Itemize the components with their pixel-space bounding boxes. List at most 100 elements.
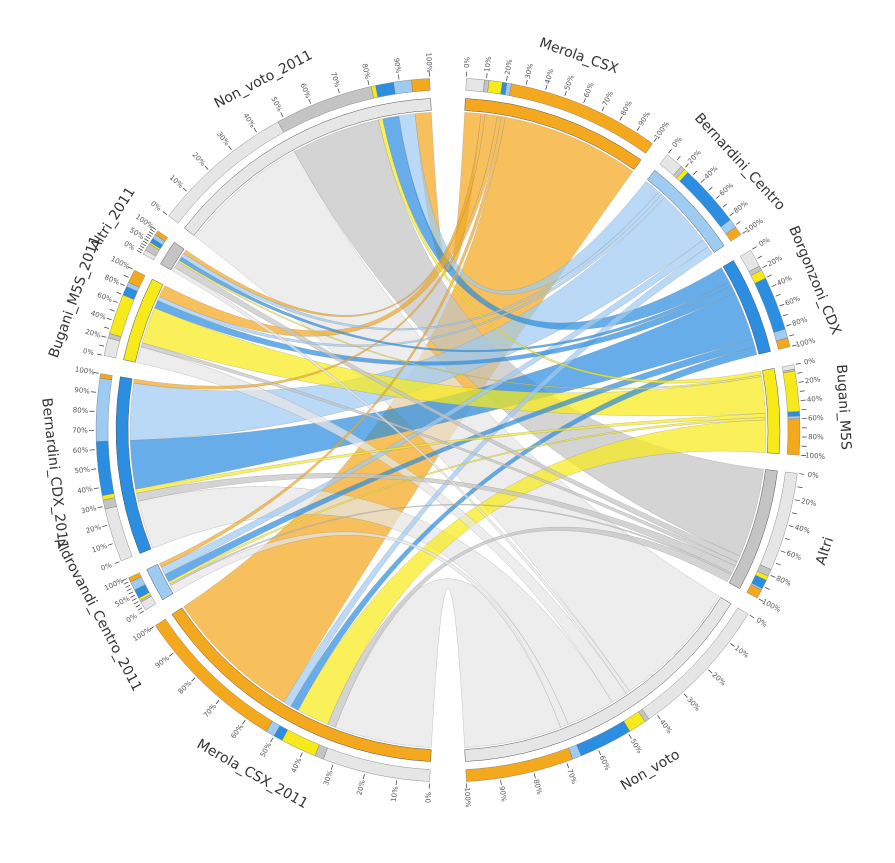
percent-tick	[136, 250, 142, 254]
percent-label: 100%	[653, 120, 671, 141]
percent-label: 70%	[565, 768, 578, 786]
percent-tick	[191, 677, 196, 682]
composition-segment	[375, 82, 396, 98]
chord	[135, 413, 766, 494]
composition-segment	[725, 226, 742, 242]
percent-label: 50%	[629, 738, 644, 756]
percent-tick	[182, 187, 187, 192]
percent-label: 0%	[803, 357, 816, 367]
percent-tick	[598, 750, 602, 756]
composition-segment	[95, 440, 115, 496]
percent-label: 40%	[794, 523, 811, 535]
percent-tick	[779, 303, 785, 307]
node-arc	[115, 376, 152, 554]
percent-tick	[798, 381, 804, 383]
node-arc	[464, 597, 732, 762]
percent-label: 80%	[791, 316, 809, 328]
percent-label: 90%	[74, 386, 91, 396]
percent-tick	[685, 163, 689, 168]
composition-segment	[487, 80, 503, 95]
composition-segment	[465, 747, 573, 782]
percent-tick	[169, 652, 174, 657]
chord	[177, 260, 762, 390]
percent-tick	[799, 390, 805, 392]
percent-tick	[215, 699, 220, 705]
composition-segment	[393, 79, 413, 95]
percent-label: 50%	[259, 741, 274, 759]
percent-label: 100%	[131, 625, 152, 643]
percent-tick	[767, 274, 772, 278]
percent-tick	[722, 203, 728, 208]
percent-tick	[109, 309, 115, 312]
percent-label: 100%	[761, 597, 783, 614]
percent-tick	[786, 324, 792, 327]
percent-tick	[752, 246, 757, 250]
percent-tick	[97, 506, 103, 509]
percent-label: 30%	[322, 769, 335, 787]
node-arc	[171, 607, 432, 762]
percent-tick	[749, 614, 755, 619]
percent-tick	[797, 486, 803, 488]
percent-label: 20%	[355, 779, 367, 796]
chord	[172, 267, 630, 694]
percent-label: 60%	[808, 414, 824, 423]
percent-tick	[103, 326, 109, 329]
node-name: Non_voto_2011	[212, 47, 315, 112]
percent-label: 0%	[424, 791, 433, 803]
percent-tick	[128, 266, 133, 270]
composition-segment	[787, 411, 800, 417]
percent-tick	[93, 487, 99, 490]
percent-label: 60%	[785, 549, 803, 562]
percent-tick	[653, 137, 657, 143]
percent-label: 80%	[808, 433, 824, 441]
percent-label: 10%	[483, 56, 493, 73]
percent-tick	[533, 773, 536, 779]
percent-tick	[789, 334, 795, 337]
percent-label: 60%	[784, 294, 802, 307]
percent-tick	[700, 178, 705, 183]
composition-segment	[154, 230, 168, 242]
percent-label: 100%	[109, 255, 131, 271]
chord	[133, 115, 502, 390]
node-arc	[647, 169, 725, 253]
percent-tick	[708, 669, 713, 674]
node-arc	[762, 368, 781, 454]
percent-label: 10%	[390, 786, 400, 803]
percent-tick	[93, 372, 99, 374]
percent-tick	[367, 79, 370, 86]
percent-tick	[141, 242, 146, 247]
percent-label: 10%	[733, 644, 751, 660]
chord	[169, 504, 733, 586]
percent-tick	[636, 126, 641, 131]
composition-segment	[786, 418, 801, 456]
percent-tick	[122, 578, 127, 582]
percent-label: 90%	[154, 654, 171, 670]
percent-label: 50%	[128, 226, 146, 241]
percent-label: 80%	[775, 574, 793, 588]
percent-label: 90%	[392, 57, 402, 74]
node-arc	[722, 260, 771, 355]
percent-tick	[123, 274, 129, 278]
percent-tick	[525, 79, 528, 85]
percent-tick	[506, 75, 508, 81]
percent-tick	[545, 84, 548, 90]
percent-tick	[116, 291, 122, 295]
percent-tick	[730, 643, 735, 647]
chord	[164, 338, 756, 583]
percent-label: 0%	[758, 236, 772, 249]
percent-label: 0%	[807, 471, 819, 480]
node-name: Bugani_M5S_2011	[46, 234, 104, 360]
percent-label: 20%	[800, 497, 817, 508]
percent-tick	[228, 145, 232, 151]
percent-tick	[135, 604, 141, 608]
percent-label: 20%	[85, 523, 102, 535]
percent-tick	[770, 575, 776, 578]
percent-tick	[99, 344, 105, 347]
percent-tick	[107, 543, 113, 546]
percent-tick	[764, 587, 770, 590]
percent-tick	[148, 231, 154, 235]
node-arc	[160, 241, 185, 271]
percent-tick	[788, 525, 794, 528]
chord	[170, 531, 569, 728]
percent-tick	[337, 88, 340, 94]
